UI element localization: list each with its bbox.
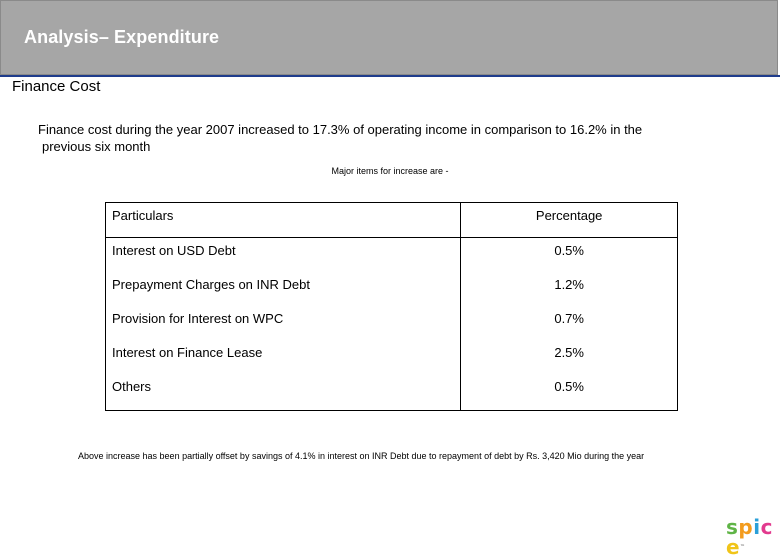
intro-line-1: Finance cost during the year 2007 increa… [38,122,643,137]
header-bar: Analysis– Expenditure [0,0,778,75]
section-title: Finance Cost [12,78,101,95]
footnote: Above increase has been partially offset… [78,451,645,461]
logo-letter: p [738,515,754,539]
trademark-mark: ™ [740,544,746,550]
row-percentage: 0.7% [460,305,678,340]
intro-line-2: previous six month [42,139,151,154]
table-row: Provision for Interest on WPC 0.7% [104,305,678,340]
logo-letter: s [726,515,739,539]
row-item: Others [104,373,462,411]
logo-letter: c [760,515,773,539]
logo-letter: e [726,535,741,559]
intro-paragraph: Finance cost during the year 2007 increa… [38,121,718,155]
row-percentage: 2.5% [460,339,678,374]
table-row: Interest on USD Debt 0.5% [104,237,678,272]
row-percentage: 0.5% [460,237,678,272]
table-row: Interest on Finance Lease 2.5% [104,339,678,374]
finance-cost-table: Particulars Percentage Interest on USD D… [104,202,678,411]
table-row: Others 0.5% [104,373,678,411]
row-item: Interest on USD Debt [104,237,462,272]
header-percentage: Percentage [460,202,678,238]
table-caption: Major items for increase are - [331,166,449,176]
row-item: Interest on Finance Lease [104,339,462,374]
logo-letter: i [753,515,761,539]
header-particulars: Particulars [104,202,462,238]
table-row: Prepayment Charges on INR Debt 1.2% [104,271,678,306]
row-percentage: 0.5% [460,373,678,411]
row-item: Prepayment Charges on INR Debt [104,271,462,306]
slide-title: Analysis– Expenditure [24,27,220,47]
header-divider [0,75,780,77]
spice-logo: spice™ [726,517,780,557]
row-percentage: 1.2% [460,271,678,306]
table-header-row: Particulars Percentage [104,202,678,238]
row-item: Provision for Interest on WPC [104,305,462,340]
